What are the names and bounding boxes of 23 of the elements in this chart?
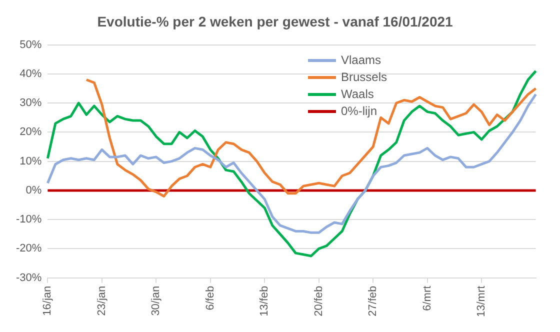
y-tick-label: 0% (26, 184, 42, 196)
legend-label: Vlaams (341, 52, 382, 69)
x-tick-label: 27/feb (367, 286, 380, 316)
legend-label: 0%-lijn (341, 103, 378, 120)
x-tick-label: 13/feb (258, 286, 271, 316)
x-tick-label: 20/feb (312, 286, 325, 316)
x-tick-label: 23/jan (96, 286, 108, 316)
chart-title: Evolutie-% per 2 weken per gewest - vanaf 16/01/2021 (97, 13, 454, 30)
x-tick-label: 30/jan (150, 286, 162, 316)
x-tick-label: 6/feb (204, 286, 216, 310)
y-tick-label: 20% (20, 126, 42, 138)
y-tick-label: 10% (20, 155, 42, 168)
y-tick-label: -30% (16, 272, 42, 284)
x-tick-label: 6/mrt (421, 286, 434, 311)
legend-label: Brussels (341, 69, 388, 86)
y-tick-label: 40% (20, 68, 42, 80)
x-tick-label: 16/jan (42, 286, 54, 316)
y-tick-label: 30% (20, 97, 42, 110)
y-tick-label: 50% (20, 38, 42, 51)
y-tick-label: -10% (16, 214, 42, 226)
y-tick-label: -20% (16, 242, 42, 255)
x-tick-label: 13/mrt (476, 286, 488, 318)
legend-label: Waals (341, 86, 374, 103)
